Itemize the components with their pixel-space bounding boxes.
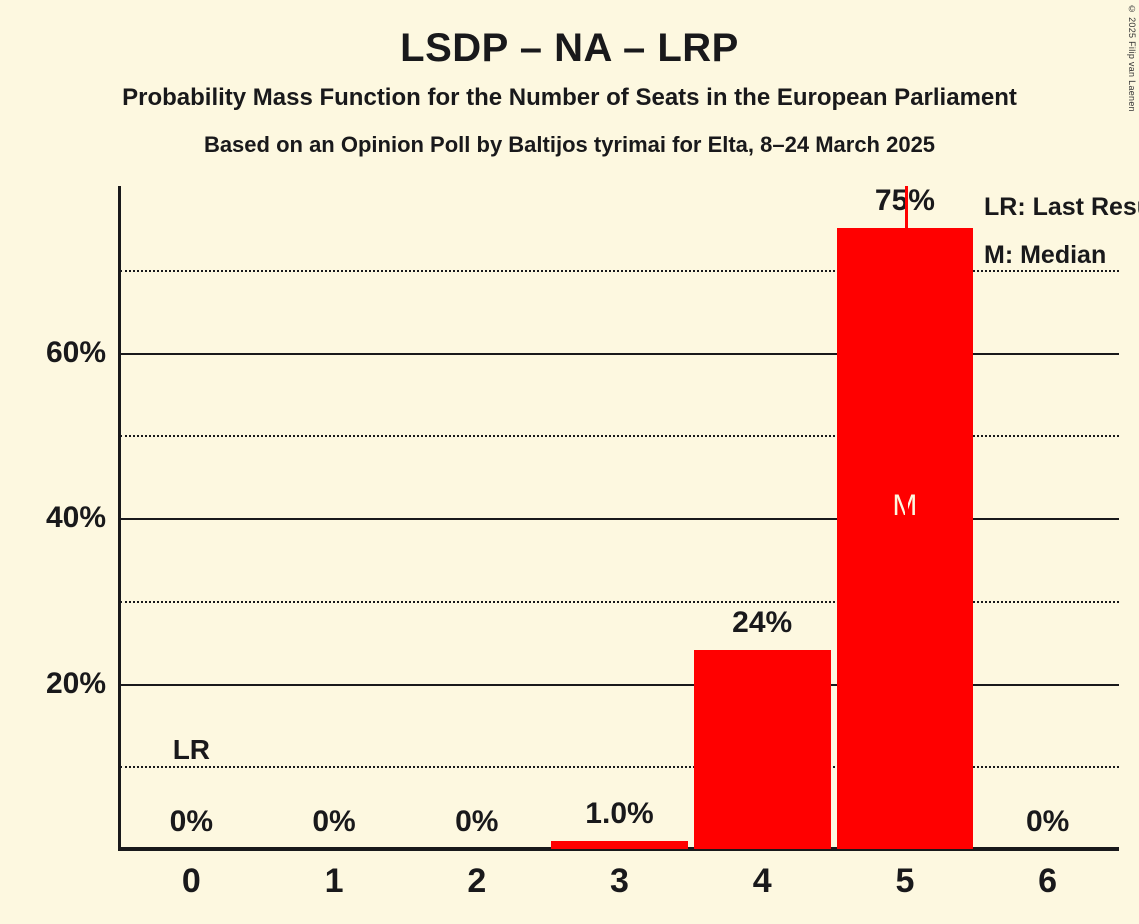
legend: LR: Last Result M: Median bbox=[984, 183, 1139, 279]
x-tick-label-5: 5 bbox=[895, 862, 915, 900]
page-title: LSDP – NA – LRP bbox=[400, 26, 739, 70]
legend-item-median: M: Median bbox=[984, 241, 1107, 269]
bar-value-label-6: 0% bbox=[1025, 805, 1070, 838]
gridline-10 bbox=[120, 766, 1119, 769]
y-tick-label-20: 20% bbox=[45, 666, 106, 700]
last-result-marker-line bbox=[904, 186, 908, 849]
x-tick-label-1: 1 bbox=[324, 862, 344, 900]
bar-seat-5[interactable] bbox=[836, 228, 974, 849]
x-tick-label-2: 2 bbox=[467, 862, 487, 900]
gridline-50 bbox=[120, 435, 1119, 438]
bar-value-label-5: 75% bbox=[834, 184, 977, 218]
x-tick-label-0: 0 bbox=[181, 862, 201, 900]
legend-item-last-result: LR: Last Result bbox=[984, 193, 1139, 221]
copyright-notice: © 2025 Filip van Laenen bbox=[1127, 4, 1137, 112]
title-block: LSDP – NA – LRP Probability Mass Functio… bbox=[0, 0, 1139, 160]
gridline-60 bbox=[120, 352, 1119, 355]
gridline-40 bbox=[120, 518, 1119, 520]
y-axis-line bbox=[118, 186, 121, 851]
chart-subtitle: Probability Mass Function for the Number… bbox=[122, 84, 1017, 111]
bar-value-label-3: 1.0% bbox=[585, 796, 654, 830]
bar-value-label-4: 24% bbox=[732, 606, 793, 640]
bar-seat-4[interactable] bbox=[693, 650, 831, 849]
x-axis-line bbox=[118, 847, 1119, 851]
chart-source-note: Based on an Opinion Poll by Baltijos tyr… bbox=[203, 132, 936, 157]
x-tick-label-3: 3 bbox=[610, 862, 629, 900]
gridline-30 bbox=[120, 600, 1119, 603]
gridline-70 bbox=[120, 269, 1119, 272]
median-marker-label: M bbox=[834, 489, 977, 523]
gridline-20 bbox=[120, 683, 1119, 686]
bar-value-label-2: 0% bbox=[455, 805, 499, 838]
bar-value-label-1: 0% bbox=[312, 805, 356, 838]
x-tick-label-6: 6 bbox=[1038, 862, 1058, 900]
bar-seat-3[interactable] bbox=[551, 840, 688, 849]
bar-value-label-0: 0% bbox=[169, 805, 214, 838]
y-tick-label-40: 40% bbox=[45, 501, 106, 534]
x-tick-label-4: 4 bbox=[752, 862, 772, 900]
y-tick-label-60: 60% bbox=[45, 335, 106, 369]
last-result-marker-label: LR bbox=[172, 734, 211, 766]
